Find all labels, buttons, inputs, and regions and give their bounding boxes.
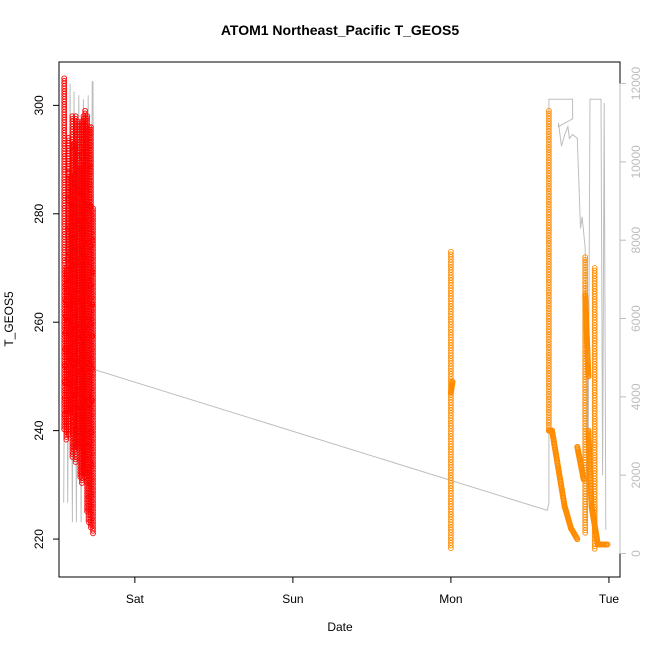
series-2-point — [582, 527, 589, 534]
series-layer — [61, 75, 611, 552]
series-2-point — [604, 541, 611, 548]
series-1-point — [63, 436, 70, 443]
x-tick-label: Sun — [282, 592, 303, 606]
series-2-point — [591, 545, 598, 552]
series-2-point — [582, 529, 589, 536]
chart-title: ATOM1 Northeast_Pacific T_GEOS5 — [221, 22, 460, 38]
series-2-point — [448, 545, 454, 551]
y-tick-label: 220 — [32, 529, 46, 549]
y2-tick-label: 12000 — [629, 67, 643, 101]
y2-tick-label: 6000 — [629, 305, 643, 332]
y2-tick-label: 4000 — [629, 383, 643, 410]
series-2 — [447, 107, 611, 552]
series-2-point — [580, 476, 587, 483]
series-1-point — [71, 382, 78, 388]
axes-layer: 220 240 260 280 300 0 2000 4000 6000 8000 10000 120… — [32, 61, 643, 606]
y2-tick-label: 0 — [629, 550, 643, 557]
series-1-point — [62, 362, 68, 369]
x-tick-label: Mon — [439, 592, 462, 606]
y2-tick-label: 8000 — [629, 227, 643, 254]
altitude-line-layer — [63, 81, 607, 531]
y2-tick-label: 2000 — [629, 462, 643, 489]
series-2-point — [574, 536, 581, 543]
y-tick-label: 300 — [32, 95, 46, 115]
series-2-point — [448, 542, 454, 549]
y2-tick-label: 10000 — [629, 145, 643, 179]
y-tick-label: 240 — [32, 420, 46, 440]
series-1-point — [89, 365, 95, 372]
series-1 — [61, 75, 96, 537]
y-tick-label: 280 — [32, 203, 46, 223]
series-1-point — [90, 527, 96, 534]
series-1-point — [71, 348, 78, 355]
series-1-point — [90, 530, 96, 537]
y-tick-label: 260 — [32, 312, 46, 332]
series-2-point — [449, 378, 456, 385]
x-tick-label: Sat — [126, 592, 145, 606]
altitude-line — [63, 81, 607, 531]
x-tick-label: Tue — [599, 592, 620, 606]
plot-frame — [58, 61, 621, 578]
x-axis-label: Date — [327, 620, 353, 634]
y-axis-label: T_GEOS5 — [2, 291, 16, 347]
series-2-point — [585, 373, 592, 380]
